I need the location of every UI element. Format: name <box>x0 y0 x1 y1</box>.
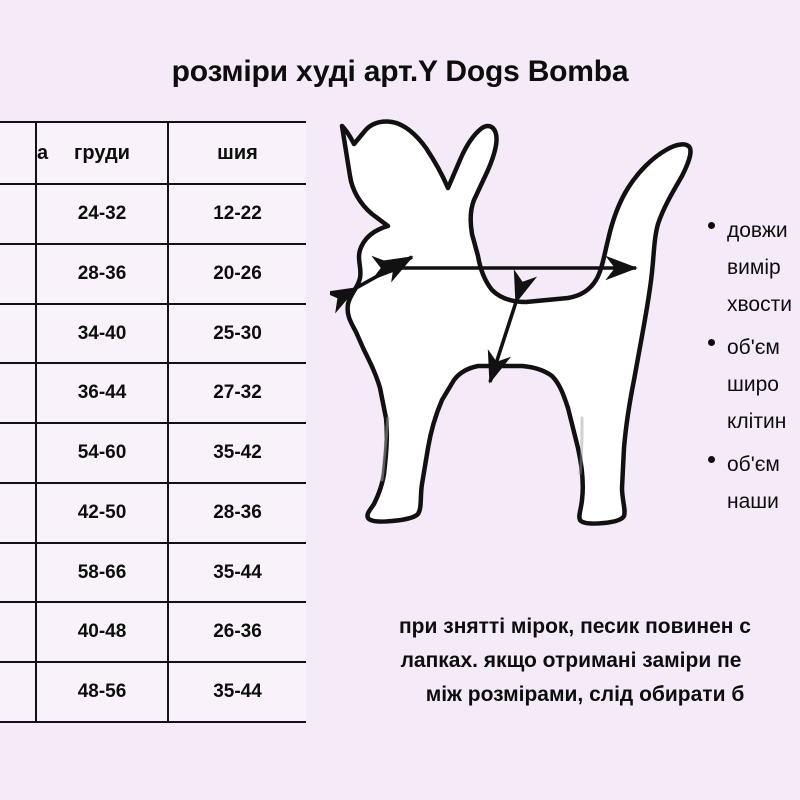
table-row: 34-40 25-30 <box>0 302 306 365</box>
cell-chest: 58-66 <box>35 541 169 604</box>
cell-chest: 36-44 <box>35 362 169 425</box>
list-item: об'єм широ клітин <box>705 329 800 440</box>
note-line: об'єм <box>727 336 780 359</box>
dog-front-leg-line <box>380 416 390 482</box>
dog-silhouette-icon <box>339 119 693 526</box>
chest-girth-arrow <box>487 269 538 384</box>
cell-neck: 35-44 <box>167 541 306 604</box>
table-header-row: а груди шия <box>0 121 306 186</box>
cell-size <box>0 601 37 664</box>
list-item: об'єм наши <box>705 446 800 520</box>
header-size <box>0 121 37 186</box>
note-line: вимір <box>727 256 781 279</box>
cell-size <box>0 242 37 305</box>
cell-chest: 24-32 <box>35 183 169 245</box>
header-chest: груди <box>35 121 169 186</box>
table-row: 42-50 28-36 <box>0 481 306 544</box>
table-row: 28-36 20-26 <box>0 242 306 305</box>
cell-neck: 26-36 <box>167 601 306 664</box>
cell-size <box>0 661 37 723</box>
cell-chest: 34-40 <box>35 302 169 365</box>
size-table: а груди шия 24-32 12-22 28-36 20-26 34-4… <box>0 121 306 723</box>
note-line: наши <box>727 490 779 513</box>
measurement-notes-list: довжи вимір хвости об'єм широ клітин об'… <box>705 212 800 526</box>
header-neck: шия <box>167 121 306 186</box>
cell-chest: 48-56 <box>35 661 169 723</box>
dog-illustration <box>330 118 702 530</box>
cell-neck: 27-32 <box>167 362 306 425</box>
note-line: широ <box>727 373 779 396</box>
cell-neck: 35-44 <box>167 661 306 723</box>
cell-neck: 12-22 <box>167 183 306 245</box>
cell-chest: 28-36 <box>35 242 169 305</box>
footnote-line-3: між розмірами, слід обирати б <box>425 683 745 706</box>
footnote-line-2: лапках. якщо отримані заміри пе <box>400 649 742 672</box>
cell-chest: 42-50 <box>35 481 169 544</box>
table-row: 54-60 35-42 <box>0 422 306 484</box>
table-row: 40-48 26-36 <box>0 601 306 664</box>
cell-chest: 54-60 <box>35 422 169 484</box>
cell-size <box>0 481 37 544</box>
table-row: 24-32 12-22 <box>0 183 306 245</box>
cell-size <box>0 541 37 604</box>
page-title: розміри худі арт.Y Dogs Bomba <box>171 55 629 88</box>
note-line: клітин <box>727 410 787 433</box>
cell-neck: 28-36 <box>167 481 306 544</box>
cell-size <box>0 302 37 365</box>
table-row: 36-44 27-32 <box>0 362 306 425</box>
footnote-paragraph: при знятті мірок, песик повинен с лапках… <box>330 610 800 712</box>
cell-chest: 40-48 <box>35 601 169 664</box>
table-row: 48-56 35-44 <box>0 661 306 723</box>
footnote-line-1: при знятті мірок, песик повинен с <box>399 615 751 638</box>
cell-neck: 20-26 <box>167 242 306 305</box>
table-row: 58-66 35-44 <box>0 541 306 604</box>
bullet-icon <box>708 222 715 229</box>
note-line: довжи <box>727 219 788 242</box>
note-line: об'єм <box>727 453 780 476</box>
dog-hind-leg-line <box>578 416 584 476</box>
bullet-icon <box>708 456 715 463</box>
cell-size <box>0 183 37 245</box>
cell-neck: 35-42 <box>167 422 306 484</box>
cell-size <box>0 422 37 484</box>
list-item: довжи вимір хвости <box>705 212 800 323</box>
cell-size <box>0 362 37 425</box>
cell-neck: 25-30 <box>167 302 306 365</box>
size-table-container: а груди шия 24-32 12-22 28-36 20-26 34-4… <box>0 121 306 723</box>
note-line: хвости <box>727 293 792 316</box>
bullet-icon <box>708 339 715 346</box>
